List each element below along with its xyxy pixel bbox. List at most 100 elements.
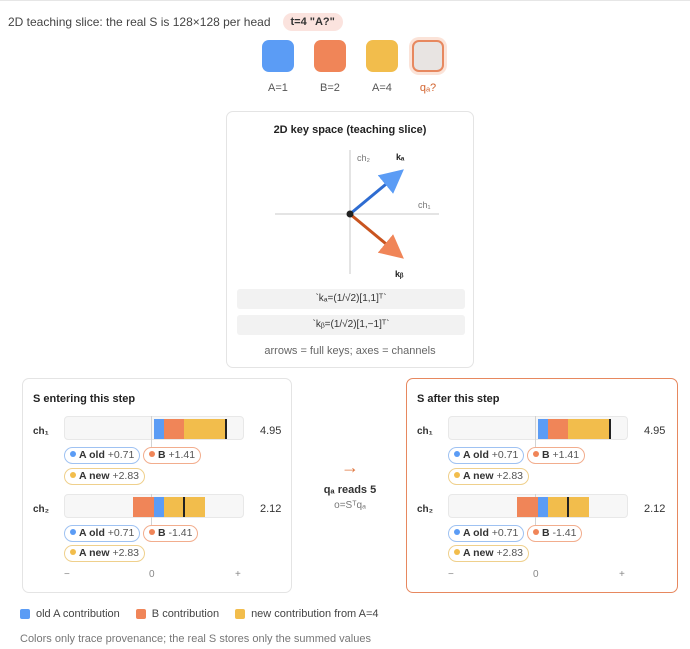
channel-bar-ch1 <box>64 416 244 456</box>
dot-icon <box>70 451 76 457</box>
key-space-caption: arrows = full keys; axes = channels <box>264 345 436 357</box>
segment-old-a <box>538 419 548 439</box>
token-label: A=4 <box>372 82 392 94</box>
axis-ch1-label: ch₁ <box>418 200 431 210</box>
segment-old-a <box>154 497 164 517</box>
token-a4: A=4 <box>356 40 408 94</box>
token-square-blue <box>262 40 294 72</box>
pill-b: B -1.41 <box>143 525 199 542</box>
step-badge: t=4 "A?" <box>282 13 343 31</box>
pill-b: B +1.41 <box>527 447 586 464</box>
legend-item-b: B contribution <box>135 608 220 620</box>
token-query: qₐ? <box>402 40 454 94</box>
dot-icon <box>70 529 76 535</box>
dot-icon <box>533 529 539 535</box>
segment-old-a <box>154 419 164 439</box>
dot-icon <box>454 549 460 555</box>
pill-a-new: A new +2.83 <box>448 468 530 485</box>
read-operation: → qₐ reads 5 o=Sᵀqₐ <box>300 456 400 511</box>
key-space-diagram: ch₂ ch₁ kₐ kᵦ <box>275 150 439 279</box>
dot-icon <box>454 472 460 478</box>
pill-a-new: A new +2.83 <box>64 545 146 562</box>
header: 2D teaching slice: the real S is 128×128… <box>8 12 343 32</box>
pill-a-old: A old +0.71 <box>448 525 525 542</box>
zero-line <box>535 416 536 456</box>
dot-icon <box>533 451 539 457</box>
pill-a-old: A old +0.71 <box>64 447 141 464</box>
legend-swatch-orange <box>135 609 146 619</box>
dot-icon <box>70 549 76 555</box>
channel-label-ch2: ch₂ <box>33 504 50 515</box>
dot-icon <box>454 451 460 457</box>
token-square-orange <box>314 40 346 72</box>
token-square-yellow <box>366 40 398 72</box>
key-space-title: 2D key space (teaching slice) <box>273 124 427 136</box>
legend: old A contribution B contribution new co… <box>20 608 395 620</box>
segment-b <box>517 497 538 517</box>
read-formula: o=Sᵀqₐ <box>334 500 366 511</box>
pill-a-old: A old +0.71 <box>448 447 525 464</box>
channel-value-ch2: 2.12 <box>644 503 666 515</box>
key-a-formula: `kₐ=(1/√2)[1,1]ᵀ` <box>237 289 465 309</box>
axis-zero: 0 <box>533 569 539 580</box>
channel-value-ch1: 4.95 <box>644 425 666 437</box>
key-b-formula: `kᵦ=(1/√2)[1,−1]ᵀ` <box>237 315 465 335</box>
channel-bar-ch2 <box>64 494 244 534</box>
state-after-panel: S after this step ch₁ 4.95 A old +0.71 B… <box>406 378 678 593</box>
right-arrow-icon: → <box>341 457 359 477</box>
zero-line <box>151 416 152 456</box>
dot-icon <box>149 451 155 457</box>
pill-b: B -1.41 <box>527 525 583 542</box>
segment-b <box>133 497 154 517</box>
legend-item-new: new contribution from A=4 <box>235 608 379 620</box>
token-label-query: qₐ? <box>419 82 437 94</box>
legend-label: old A contribution <box>36 608 120 620</box>
channel-value-ch2: 2.12 <box>260 503 282 515</box>
axis-ch2-label: ch₂ <box>357 153 371 163</box>
token-label: B=2 <box>320 82 340 94</box>
origin-dot <box>346 210 354 218</box>
segment-old-a <box>538 497 548 517</box>
pill-a-new: A new +2.83 <box>448 545 530 562</box>
token-label: A=1 <box>268 82 288 94</box>
segment-b <box>164 419 184 439</box>
legend-item-old-a: old A contribution <box>20 608 120 620</box>
legend-label: B contribution <box>151 608 220 620</box>
channel-label-ch1: ch₁ <box>33 426 49 437</box>
axis-plus: + <box>619 569 625 580</box>
channel-label-ch1: ch₁ <box>417 426 433 437</box>
key-space-panel: 2D key space (teaching slice) ch₂ ch₁ kₐ… <box>226 111 474 368</box>
query-read-text: qₐ reads 5 <box>323 484 377 496</box>
header-text: 2D teaching slice: the real S is 128×128… <box>8 15 271 29</box>
state-before-title: S entering this step <box>33 393 136 405</box>
key-b-arrow <box>349 212 404 259</box>
sum-marker <box>609 419 611 439</box>
footnote: Colors only trace provenance; the real S… <box>20 633 371 645</box>
dot-icon <box>454 529 460 535</box>
segment-new-a <box>568 419 609 439</box>
segment-b <box>548 419 568 439</box>
axis-zero: 0 <box>149 569 155 580</box>
token-row: A=1 B=2 A=4 qₐ? <box>252 40 452 100</box>
channel-value-ch1: 4.95 <box>260 425 282 437</box>
channel-bar-ch2 <box>448 494 628 534</box>
key-a-label: kₐ <box>396 152 405 162</box>
token-square-query <box>412 40 444 72</box>
axis-minus: − <box>64 569 70 580</box>
state-after-title: S after this step <box>417 393 500 405</box>
dot-icon <box>149 529 155 535</box>
legend-label: new contribution from A=4 <box>251 608 379 620</box>
token-b2: B=2 <box>304 40 356 94</box>
legend-swatch-blue <box>20 609 30 619</box>
pill-b: B +1.41 <box>143 447 202 464</box>
axis-plus: + <box>235 569 241 580</box>
sum-marker <box>567 497 569 517</box>
key-b-label: kᵦ <box>395 269 404 279</box>
token-a1: A=1 <box>252 40 304 94</box>
pill-a-new: A new +2.83 <box>64 468 146 485</box>
key-a-arrow <box>349 169 404 216</box>
state-before-panel: S entering this step ch₁ 4.95 A old +0.7… <box>22 378 292 593</box>
segment-new-a <box>184 419 225 439</box>
sum-marker <box>225 419 227 439</box>
top-divider <box>0 0 690 1</box>
